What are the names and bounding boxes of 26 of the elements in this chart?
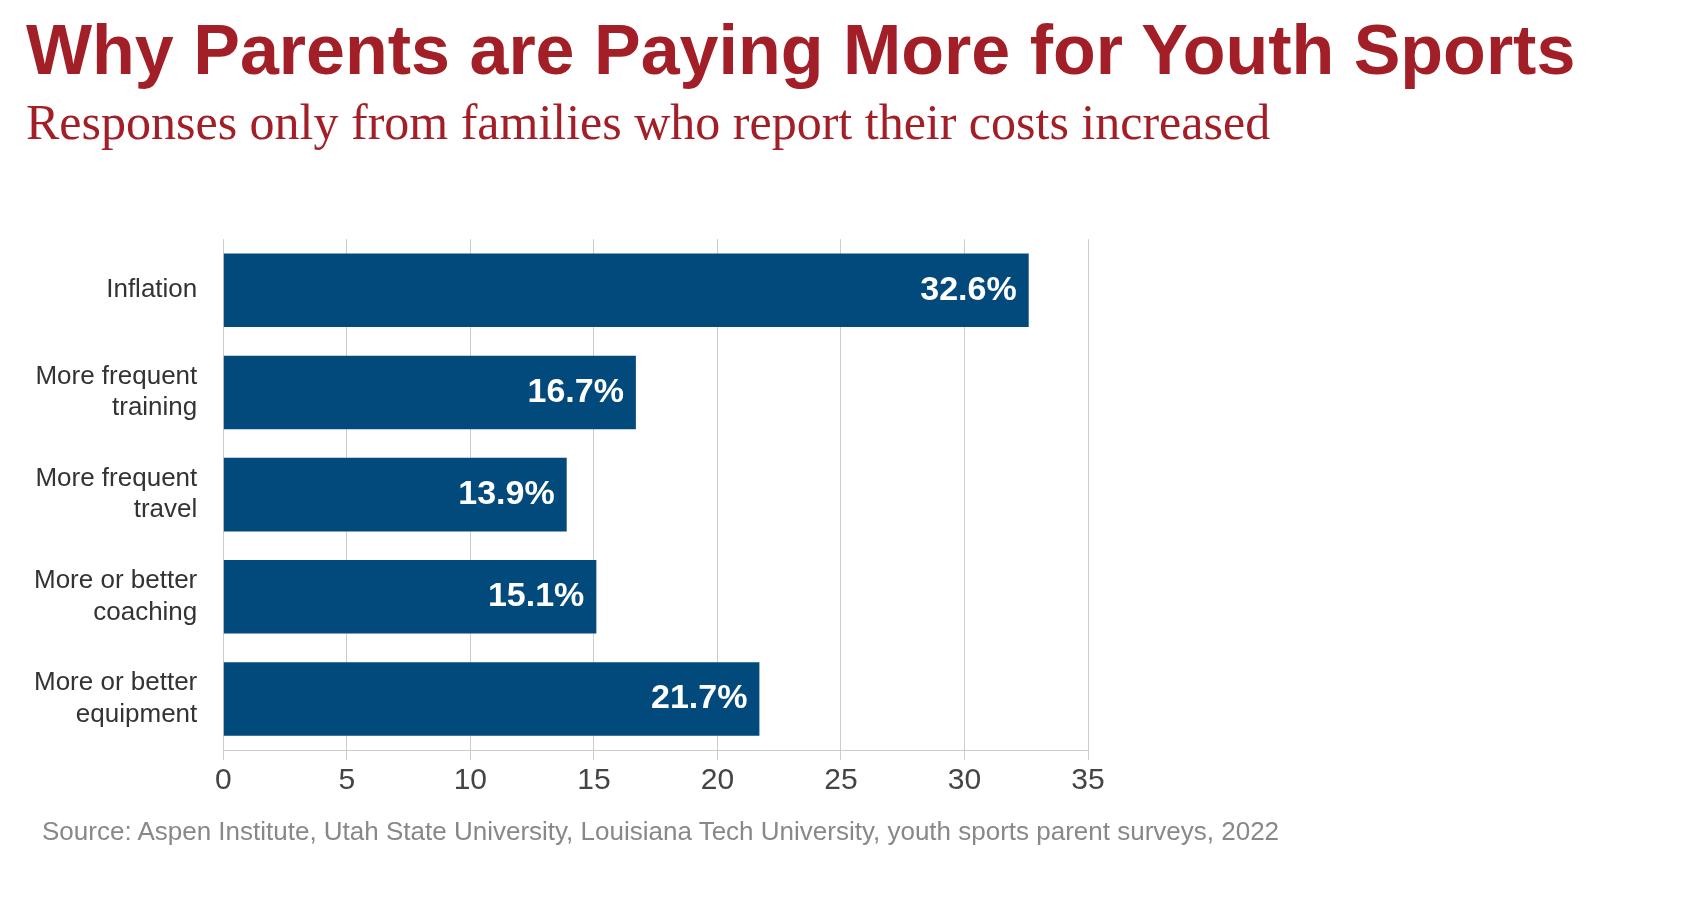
bar [223, 457, 567, 532]
y-tick-label: More frequent travel [35, 462, 199, 524]
source-note: Source: Aspen Institute, Utah State University, Louisiana Tech University, youth sports parent surveys, 2022 [42, 816, 1281, 847]
x-tick-label: 5 [338, 762, 356, 796]
x-tick-label: 35 [1071, 762, 1105, 796]
x-tick-label: 20 [700, 762, 735, 796]
y-tick-label: More or better equipment [33, 666, 199, 728]
y-tick-label: More or better coaching [33, 564, 198, 626]
data-label: 15.1% [487, 575, 585, 614]
bar [223, 355, 636, 430]
x-tick-label: 30 [947, 762, 982, 796]
y-tick-label: More frequent training [35, 360, 199, 422]
bar [223, 662, 760, 736]
data-label: 21.7% [651, 677, 748, 716]
x-tick-label: 25 [824, 762, 858, 796]
data-label: 32.6% [920, 268, 1017, 307]
x-tick-label: 15 [577, 762, 611, 796]
y-tick-label: Inflation [106, 273, 198, 304]
chart-title: Why Parents are Paying More for Youth Sports [26, 10, 1577, 91]
bar [223, 559, 597, 634]
chart-subtitle: Responses only from families who report their costs increased [26, 93, 1272, 152]
data-label: 13.9% [458, 472, 555, 511]
bar [223, 253, 1029, 328]
x-tick-label: 0 [214, 762, 232, 796]
x-tick-label: 10 [453, 762, 488, 796]
data-label: 16.7% [527, 370, 624, 409]
